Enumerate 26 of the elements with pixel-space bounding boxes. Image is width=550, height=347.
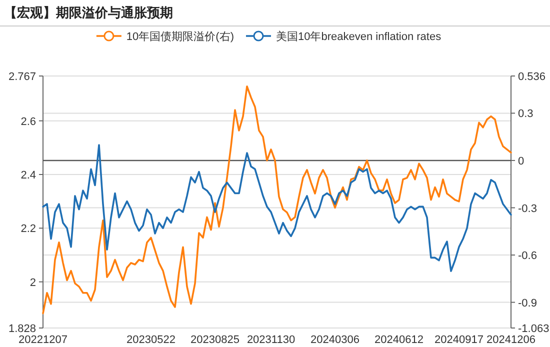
x-tick-label: 20240306	[310, 334, 360, 346]
y2-tick-label: -0.6	[518, 250, 537, 262]
x-tick-label: 20231130	[246, 334, 296, 346]
y-tick-label: 2.6	[20, 116, 36, 128]
y-tick-label: 2.2	[20, 223, 36, 236]
y2-tick-label: -0.9	[518, 297, 537, 310]
y2-tick-label: 0	[518, 155, 524, 168]
y2-tick-label: -0.3	[518, 202, 537, 215]
y2-tick-label: -1.063	[518, 323, 550, 335]
x-tick-label: 20240917	[434, 334, 484, 346]
x-tick-label: 20230522	[126, 334, 176, 346]
y-tick-label: 1.828	[8, 323, 36, 335]
x-tick-label: 20221207	[18, 334, 68, 346]
y-tick-label: 2.767	[8, 71, 36, 83]
line-series	[42, 86, 512, 314]
y2-tick-label: 0.536	[518, 71, 546, 83]
y-tick-label: 2.4	[20, 169, 36, 182]
chart-title: 【宏观】期限溢价与通胀预期	[4, 5, 173, 20]
line-series	[42, 144, 512, 272]
x-tick-label: 20230825	[190, 334, 240, 346]
x-tick-label: 20240612	[374, 334, 424, 346]
y-tick-label: 2	[30, 276, 36, 289]
legend-label: 美国10年breakeven inflation rates	[276, 30, 442, 43]
legend-label: 10年国债期限溢价(右)	[126, 31, 234, 43]
y2-tick-label: 0.3	[518, 108, 534, 120]
x-tick-label: 20241206	[486, 334, 536, 346]
